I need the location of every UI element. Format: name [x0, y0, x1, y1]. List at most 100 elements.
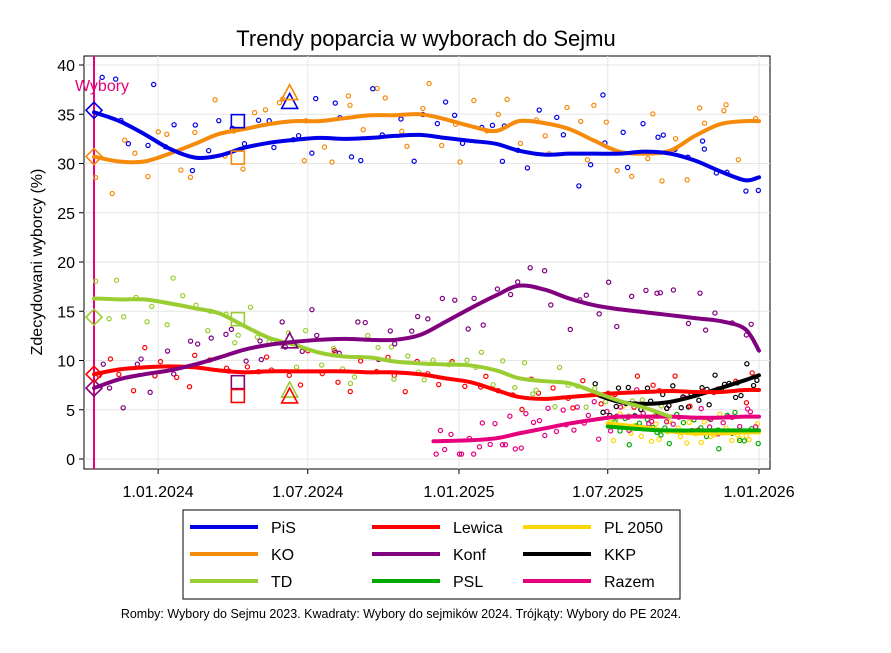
trend-line-konf — [92, 283, 761, 391]
result-marker-diamond — [84, 378, 104, 398]
poll-point — [744, 406, 751, 412]
poll-point — [405, 353, 411, 359]
poll-point — [441, 446, 448, 453]
poll-point — [375, 344, 381, 351]
poll-point — [276, 100, 283, 106]
poll-point — [434, 120, 441, 127]
poll-point — [747, 409, 754, 415]
poll-point — [743, 400, 750, 406]
poll-point — [138, 356, 144, 362]
poll-point — [365, 332, 371, 339]
poll-point — [251, 109, 258, 116]
poll-point — [125, 141, 132, 147]
poll-point — [634, 373, 641, 379]
poll-point — [112, 76, 119, 82]
poll-point — [478, 349, 485, 355]
result-marker-square — [230, 388, 246, 404]
poll-point — [148, 303, 155, 310]
poll-point — [164, 131, 170, 138]
trend-line-pis — [92, 110, 761, 183]
poll-point — [155, 129, 161, 135]
poll-point — [507, 291, 514, 298]
poll-point — [142, 344, 148, 351]
poll-point — [523, 410, 529, 417]
poll-point — [670, 383, 676, 389]
poll-point — [536, 417, 543, 424]
x-tick-label: 1.01.2026 — [723, 484, 794, 501]
poll-point — [650, 382, 656, 388]
trend-line-td — [92, 296, 673, 419]
poll-point — [92, 174, 99, 181]
poll-point — [699, 138, 706, 144]
poll-point — [687, 403, 693, 409]
poll-point — [263, 354, 270, 360]
poll-point — [554, 114, 560, 121]
poll-point — [685, 320, 692, 327]
poll-point — [564, 104, 570, 111]
poll-point — [247, 304, 254, 310]
poll-point — [607, 428, 614, 434]
poll-point — [670, 287, 677, 293]
poll-point — [309, 306, 315, 313]
poll-point — [439, 142, 445, 149]
poll-point — [571, 427, 577, 433]
poll-point — [232, 339, 238, 346]
poll-point — [205, 147, 212, 154]
poll-point — [244, 364, 251, 370]
poll-point — [235, 332, 241, 338]
poll-point — [560, 132, 567, 138]
legend-label: Lewica — [453, 520, 503, 537]
poll-point — [502, 442, 509, 448]
poll-point — [255, 117, 262, 123]
poll-point — [293, 364, 300, 370]
poll-point — [476, 444, 483, 450]
poll-point — [132, 150, 138, 156]
poll-point — [750, 382, 757, 389]
poll-point — [258, 356, 265, 363]
poll-point — [173, 374, 180, 381]
poll-point — [548, 302, 554, 308]
poll-point — [470, 451, 477, 457]
poll-point — [192, 352, 198, 359]
poll-point — [684, 440, 690, 446]
y-tick-label: 15 — [57, 304, 75, 321]
poll-point — [657, 290, 664, 296]
result-marker-square — [230, 311, 246, 327]
poll-point — [347, 380, 354, 387]
poll-point — [666, 418, 672, 425]
legend: PiS KO TD Lewica Konf PSL PL 2050 KKP Razem — [182, 509, 681, 600]
poll-point — [613, 403, 619, 410]
plot-area: 0 5 10 15 20 25 30 35 40 1.01.2024 1.07.2024 1.01.2… — [57, 55, 795, 501]
trend-line-razem — [431, 414, 761, 444]
poll-point — [471, 295, 477, 302]
poll-point — [754, 377, 760, 383]
poll-point — [279, 319, 285, 325]
poll-point — [205, 327, 211, 334]
poll-point — [458, 451, 465, 457]
poll-point — [625, 384, 632, 391]
result-marker-square — [230, 150, 246, 165]
poll-point — [107, 356, 114, 362]
poll-point — [729, 437, 735, 444]
poll-point — [106, 385, 113, 391]
poll-point — [670, 421, 676, 427]
poll-point — [228, 326, 235, 333]
poll-point — [186, 383, 193, 390]
poll-point — [660, 132, 666, 138]
poll-point — [414, 313, 421, 320]
poll-point — [614, 167, 620, 174]
poll-point — [313, 95, 319, 102]
poll-point — [596, 311, 602, 317]
poll-point — [507, 413, 513, 419]
poll-point — [536, 107, 542, 113]
poll-point — [145, 142, 151, 149]
poll-point — [347, 102, 353, 108]
poll-point — [194, 341, 201, 347]
poll-point — [603, 119, 610, 125]
poll-point — [712, 372, 718, 378]
poll-point — [615, 385, 622, 391]
poll-point — [164, 322, 170, 328]
poll-point — [499, 442, 506, 448]
